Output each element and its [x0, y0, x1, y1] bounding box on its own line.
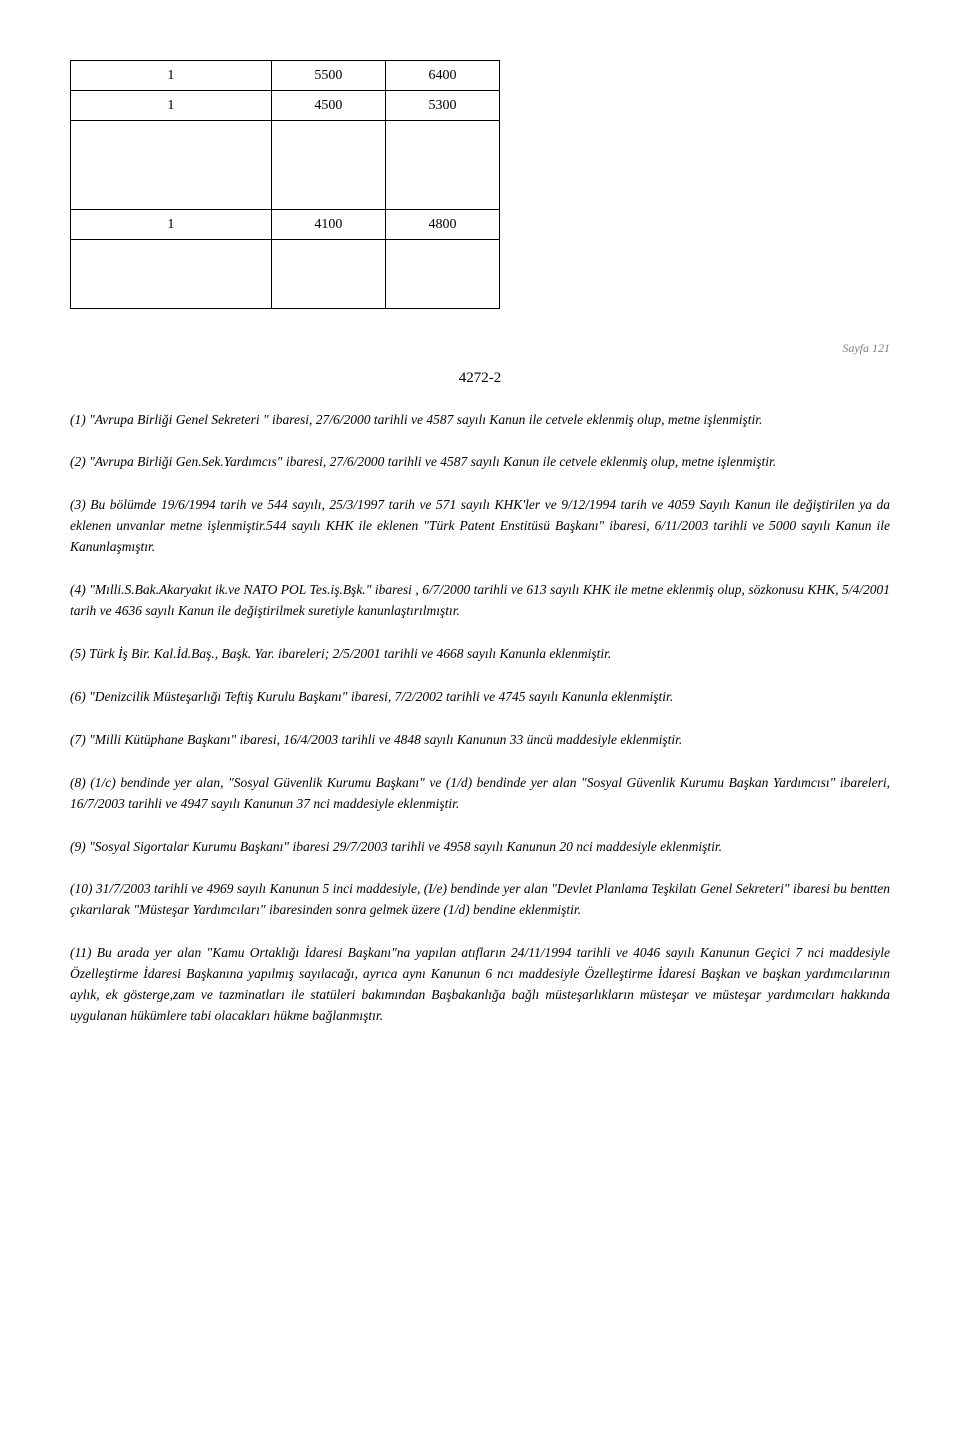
cell-r2c1: 1 — [71, 91, 272, 121]
cell-r2c3: 5300 — [385, 91, 499, 121]
footnote-7: (7) "Milli Kütüphane Başkanı" ibaresi, 1… — [70, 730, 890, 751]
cell-r3c3: 4800 — [385, 210, 499, 240]
footnote-9: (9) "Sosyal Sigortalar Kurumu Başkanı" i… — [70, 837, 890, 858]
cell-spacer-c3 — [385, 121, 499, 210]
data-table-wrap: 1 5500 6400 1 4500 5300 1 4100 4800 — [70, 60, 890, 309]
page-number: Sayfa 121 — [70, 339, 890, 357]
cell-r2c2: 4500 — [271, 91, 385, 121]
footnote-2: (2) "Avrupa Birliği Gen.Sek.Yardımcıs" i… — [70, 452, 890, 473]
cell-end-c3 — [385, 240, 499, 309]
cell-r1c2: 5500 — [271, 61, 385, 91]
footnote-5: (5) Türk İş Bir. Kal.İd.Baş., Başk. Yar.… — [70, 644, 890, 665]
footnote-3: (3) Bu bölümde 19/6/1994 tarih ve 544 sa… — [70, 495, 890, 558]
data-table: 1 5500 6400 1 4500 5300 1 4100 4800 — [70, 60, 500, 309]
cell-r1c1: 1 — [71, 61, 272, 91]
cell-end-c1 — [71, 240, 272, 309]
cell-spacer-c2 — [271, 121, 385, 210]
cell-r3c2: 4100 — [271, 210, 385, 240]
footnote-10: (10) 31/7/2003 tarihli ve 4969 sayılı Ka… — [70, 879, 890, 921]
footnote-8: (8) (1/c) bendinde yer alan, "Sosyal Güv… — [70, 773, 890, 815]
section-code: 4272-2 — [70, 367, 890, 390]
cell-spacer-c1 — [71, 121, 272, 210]
footnote-6: (6) "Denizcilik Müsteşarlığı Teftiş Kuru… — [70, 687, 890, 708]
footnote-11: (11) Bu arada yer alan "Kamu Ortaklığı İ… — [70, 943, 890, 1027]
cell-r1c3: 6400 — [385, 61, 499, 91]
footnote-1: (1) "Avrupa Birliği Genel Sekreteri " ib… — [70, 410, 890, 431]
cell-end-c2 — [271, 240, 385, 309]
footnote-4: (4) "Mılli.S.Bak.Akaryakıt ik.ve NATO PO… — [70, 580, 890, 622]
cell-r3c1: 1 — [71, 210, 272, 240]
